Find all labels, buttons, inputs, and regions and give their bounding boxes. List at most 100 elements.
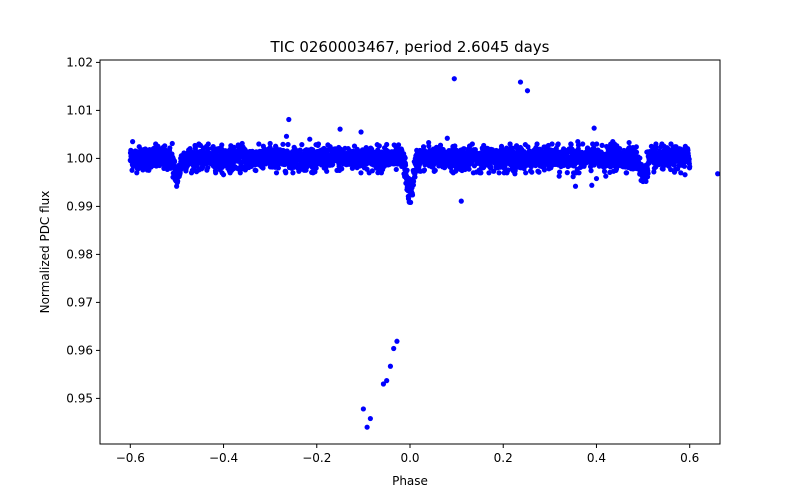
data-point (678, 170, 684, 176)
data-point (130, 139, 136, 145)
data-point (330, 161, 336, 168)
x-tick-label: 0.2 (494, 451, 513, 465)
data-point (367, 415, 373, 422)
data-point (369, 168, 375, 174)
data-point (409, 192, 416, 198)
data-point (461, 146, 467, 152)
data-point (376, 143, 382, 149)
y-tick-label: 1.00 (66, 151, 93, 165)
data-point (380, 381, 387, 387)
data-point (686, 156, 692, 162)
data-point (589, 182, 595, 188)
data-point (633, 149, 640, 155)
data-point (682, 172, 688, 178)
data-point (339, 166, 345, 172)
x-axis: −0.6 −0.4 −0.2 0.0 0.2 0.4 0.6 (116, 444, 699, 465)
data-point (556, 173, 562, 179)
data-point (162, 143, 168, 149)
data-point (572, 183, 579, 189)
data-point (391, 345, 397, 352)
data-point (426, 139, 432, 146)
x-tick-label: 0.0 (400, 451, 419, 465)
data-point (601, 168, 608, 174)
data-point (410, 178, 417, 184)
data-point (358, 129, 364, 135)
y-tick-label: 0.97 (66, 295, 93, 309)
data-point (534, 141, 540, 147)
x-tick-label: 0.6 (680, 451, 699, 465)
data-point (588, 168, 594, 174)
data-point (337, 126, 343, 132)
data-point (507, 141, 513, 147)
data-point (315, 141, 322, 147)
data-point (219, 142, 225, 148)
data-point (523, 170, 529, 176)
data-point (231, 144, 237, 150)
data-point (668, 166, 674, 173)
data-point (590, 141, 596, 147)
data-point (402, 162, 409, 168)
data-point (617, 146, 623, 152)
data-point (267, 140, 273, 147)
data-point (256, 141, 262, 147)
data-point (576, 170, 582, 176)
data-point (313, 165, 319, 171)
data-point (687, 163, 693, 170)
data-point (384, 378, 390, 384)
data-point (394, 338, 400, 344)
data-point (253, 167, 259, 174)
x-axis-title: Phase (392, 474, 428, 488)
data-point (297, 147, 303, 153)
data-point (395, 142, 402, 148)
data-point (594, 141, 600, 147)
data-point (283, 133, 290, 139)
data-point (575, 139, 581, 145)
data-point (555, 141, 561, 147)
data-point (273, 170, 280, 176)
data-point (593, 175, 600, 182)
data-point (496, 170, 502, 176)
y-tick-label: 0.96 (66, 343, 93, 357)
data-point (633, 144, 639, 150)
y-tick-label: 0.95 (66, 391, 93, 405)
data-point (290, 170, 296, 176)
data-point (283, 170, 289, 176)
data-point (167, 145, 173, 151)
data-point (406, 175, 412, 181)
data-point (549, 141, 555, 147)
data-point (715, 171, 721, 177)
y-tick-label: 1.01 (66, 103, 93, 117)
data-point (358, 170, 364, 176)
data-point (524, 88, 531, 94)
data-point (643, 178, 649, 184)
data-points (127, 76, 721, 430)
data-point (452, 143, 458, 149)
data-point (205, 165, 211, 171)
data-point (239, 140, 245, 147)
data-point (637, 155, 643, 161)
data-point (260, 165, 266, 171)
data-point (155, 143, 161, 149)
data-point (432, 167, 438, 174)
data-point (599, 142, 605, 148)
y-tick-label: 1.02 (66, 55, 93, 69)
data-point (623, 170, 630, 176)
data-point (421, 167, 428, 173)
data-point (610, 139, 616, 145)
data-point (536, 169, 542, 175)
data-point (591, 125, 597, 131)
data-point (412, 174, 418, 180)
y-axis-title: Normalized PDC flux (38, 191, 52, 314)
data-point (469, 141, 475, 147)
data-point (541, 167, 547, 173)
data-point (307, 136, 313, 142)
data-point (280, 141, 286, 147)
data-point (275, 165, 282, 171)
data-point (477, 170, 483, 176)
data-point (205, 146, 211, 152)
data-point (387, 363, 394, 369)
data-point (603, 173, 609, 179)
data-point (480, 164, 487, 171)
data-point (171, 159, 178, 165)
